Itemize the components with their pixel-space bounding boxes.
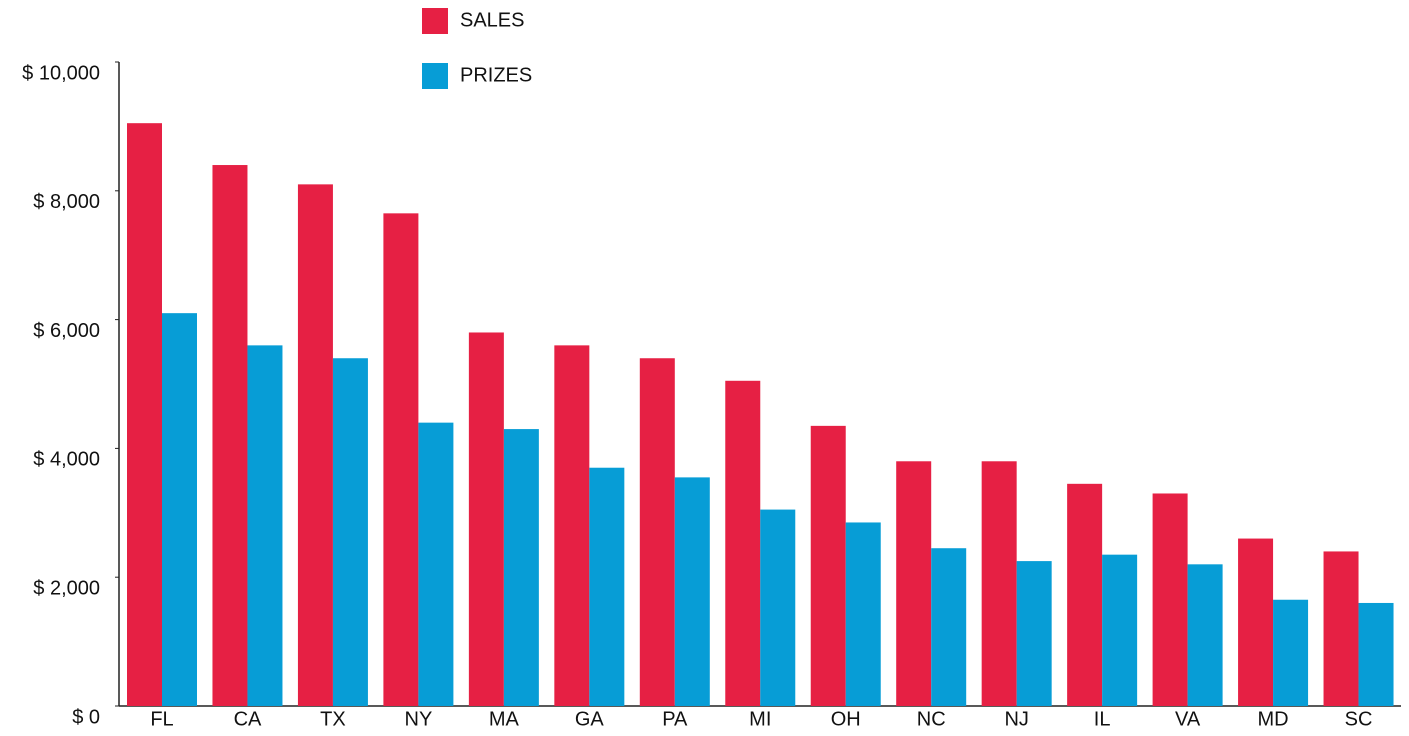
bar <box>297 184 333 707</box>
x-tick-label: SC <box>1345 708 1373 730</box>
bar <box>1358 602 1394 706</box>
bar <box>931 548 967 706</box>
bar <box>674 477 710 706</box>
y-tick-label: $ 8,000 <box>33 191 100 213</box>
bar <box>212 165 248 707</box>
bar <box>418 422 454 706</box>
bar <box>468 332 504 706</box>
y-tick-label: $ 0 <box>72 706 100 728</box>
legend-swatch <box>422 63 448 89</box>
bar <box>760 509 796 706</box>
x-tick-label: NY <box>405 708 433 730</box>
x-tick-label: GA <box>575 708 605 730</box>
bar <box>639 358 675 706</box>
legend-label: PRIZES <box>460 64 532 86</box>
x-tick-label: IL <box>1094 708 1111 730</box>
x-tick-label: NJ <box>1004 708 1028 730</box>
bar <box>810 425 846 706</box>
bar <box>845 522 881 706</box>
bar <box>162 313 197 706</box>
bar <box>1323 551 1359 706</box>
bar <box>332 358 368 706</box>
x-tick-label: VA <box>1175 708 1201 730</box>
x-tick-label: FL <box>150 708 173 730</box>
bar <box>247 345 283 706</box>
legend-swatch <box>422 8 448 34</box>
y-tick-label: $ 6,000 <box>33 320 100 342</box>
y-tick-label: $ 4,000 <box>33 449 100 471</box>
x-tick-label: PA <box>662 708 688 730</box>
bar <box>1187 564 1223 706</box>
bar <box>503 429 539 706</box>
x-tick-label: CA <box>234 708 262 730</box>
bar <box>896 461 932 706</box>
bar <box>1238 538 1274 706</box>
x-tick-label: OH <box>831 708 861 730</box>
bar <box>1102 554 1138 706</box>
y-tick-label: $ 2,000 <box>33 577 100 599</box>
x-tick-label: MI <box>749 708 771 730</box>
legend-label: SALES <box>460 9 524 31</box>
bar <box>1273 599 1309 706</box>
bar <box>725 380 761 706</box>
bar <box>127 123 162 707</box>
bar <box>981 461 1017 706</box>
bar <box>554 345 590 706</box>
x-tick-label: MA <box>489 708 520 730</box>
bar <box>589 467 625 706</box>
x-tick-label: TX <box>320 708 346 730</box>
bar <box>383 213 419 706</box>
x-tick-label: NC <box>917 708 946 730</box>
bar <box>1016 561 1052 706</box>
bar <box>1067 483 1103 706</box>
y-tick-label: $ 10,000 <box>22 62 100 84</box>
bar <box>1152 493 1188 706</box>
x-tick-label: MD <box>1258 708 1289 730</box>
